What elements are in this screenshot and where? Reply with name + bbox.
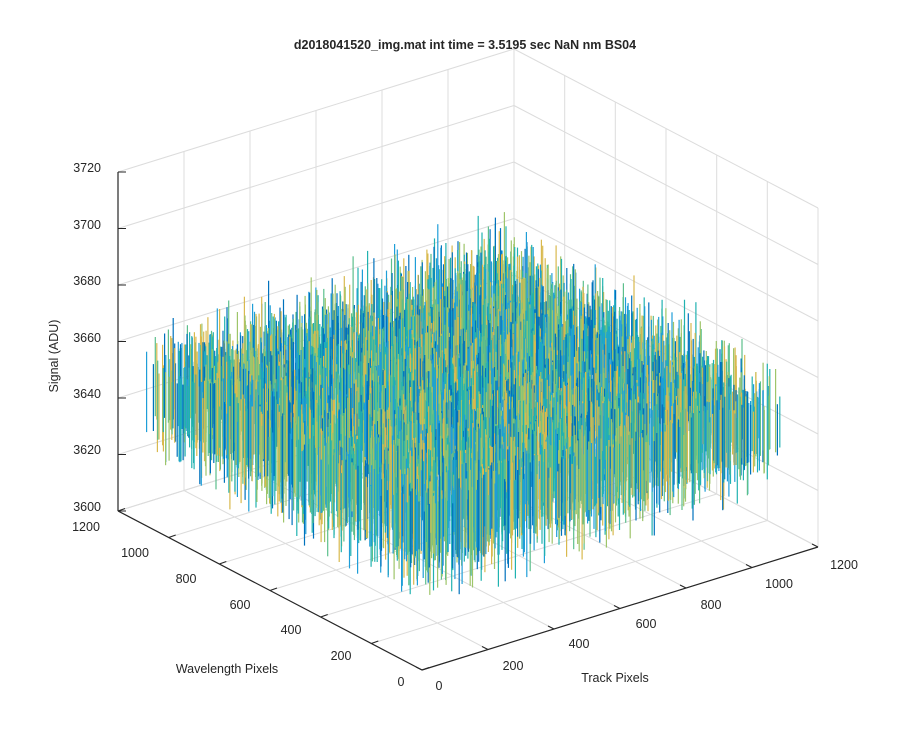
y-tick-mark	[421, 667, 430, 671]
y-axis-label: Wavelength Pixels	[176, 662, 278, 676]
x-tick-mark	[745, 564, 753, 568]
z-tick-3720: 3720	[73, 161, 101, 175]
axes	[117, 171, 819, 671]
x-axis-label: Track Pixels	[581, 671, 649, 685]
x-tick-600: 600	[636, 617, 657, 631]
chart-title: d2018041520_img.mat int time = 3.5195 se…	[294, 38, 636, 52]
y-tick-mark	[269, 587, 278, 591]
z-axis-label: Signal (ADU)	[47, 320, 61, 393]
y-tick-400: 400	[281, 623, 302, 637]
y-tick-mark	[219, 561, 227, 565]
y-tick-mark	[117, 508, 126, 512]
y-tick-800: 800	[176, 572, 197, 586]
x-tick-mark	[481, 646, 489, 650]
x-tick-mark	[415, 666, 423, 671]
z-tick-3700: 3700	[73, 218, 101, 232]
x-tick-mark	[679, 584, 687, 589]
x-tick-800: 800	[701, 598, 722, 612]
y-tick-1200: 1200	[72, 520, 100, 534]
z-tick-3680: 3680	[73, 274, 101, 288]
x-tick-200: 200	[503, 659, 524, 673]
z-tick-3640: 3640	[73, 387, 101, 401]
y-tick-200: 200	[331, 649, 352, 663]
z-tick-labels: 3720 3700 3680 3660 3640 3620 3600	[73, 161, 101, 514]
x-tick-mark	[547, 625, 555, 630]
x-tick-labels: 0 200 400 600 800 1000 1200	[436, 558, 858, 693]
y-tick-mark	[168, 534, 176, 538]
x-tick-400: 400	[569, 637, 590, 651]
y-tick-600: 600	[230, 598, 251, 612]
x-tick-1200: 1200	[830, 558, 858, 572]
y-tick-0: 0	[398, 675, 405, 689]
z-tick-3600: 3600	[73, 500, 101, 514]
y-tick-mark	[371, 640, 379, 644]
z-tick-3620: 3620	[73, 443, 101, 457]
x-tick-mark	[811, 543, 819, 548]
x-tick-0: 0	[436, 679, 443, 693]
x-tick-mark	[613, 605, 621, 609]
y-tick-labels: 0 200 400 600 800 1000 1200	[72, 520, 404, 689]
y-tick-1000: 1000	[121, 546, 149, 560]
z-tick-3660: 3660	[73, 331, 101, 345]
y-tick-mark	[320, 614, 328, 618]
x-tick-1000: 1000	[765, 577, 793, 591]
surface-plot	[146, 212, 781, 595]
